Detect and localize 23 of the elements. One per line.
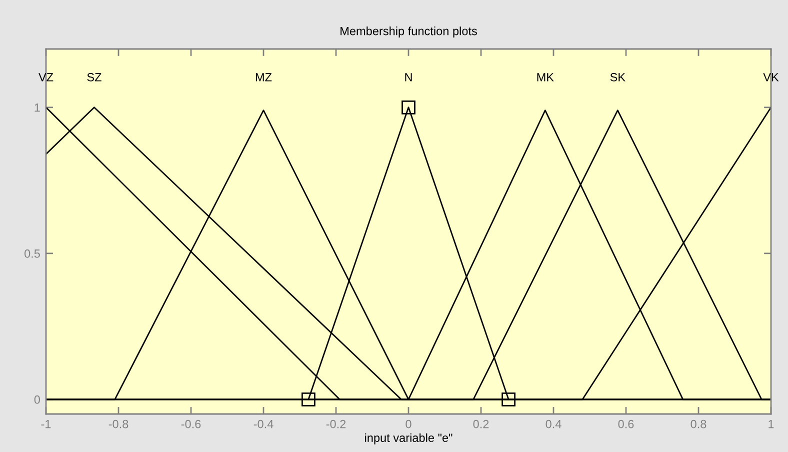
x-tick-label: -0.8 <box>108 420 128 428</box>
x-tick-label: 0.4 <box>546 420 562 428</box>
x-tick-label: -0.6 <box>181 420 201 428</box>
series-label: N <box>405 73 412 82</box>
x-tick-label: 0 <box>406 420 412 428</box>
y-tick-label: 1 <box>34 104 40 112</box>
x-tick-label: 0.2 <box>473 420 489 428</box>
text: SK <box>610 73 626 82</box>
x-tick-label: -0.4 <box>254 420 274 428</box>
chart-title: Membership function plots <box>340 26 477 38</box>
x-tick-label: 0.8 <box>690 420 706 428</box>
y-tick-label: 0 <box>34 395 40 404</box>
text: MZ <box>256 73 272 82</box>
y-tick-label: 0.5 <box>24 249 40 258</box>
x-tick-label: -1 <box>41 420 51 428</box>
text: MK <box>537 73 554 82</box>
x-tick-label: -0.2 <box>326 420 346 428</box>
x-tick-label: 1 <box>768 420 774 428</box>
x-tick-label: 0.6 <box>618 420 634 428</box>
text: VK <box>763 73 779 82</box>
x-axis-title: input variable "e" <box>365 433 452 444</box>
text: SZ <box>87 73 102 82</box>
text: VZ <box>38 73 54 82</box>
